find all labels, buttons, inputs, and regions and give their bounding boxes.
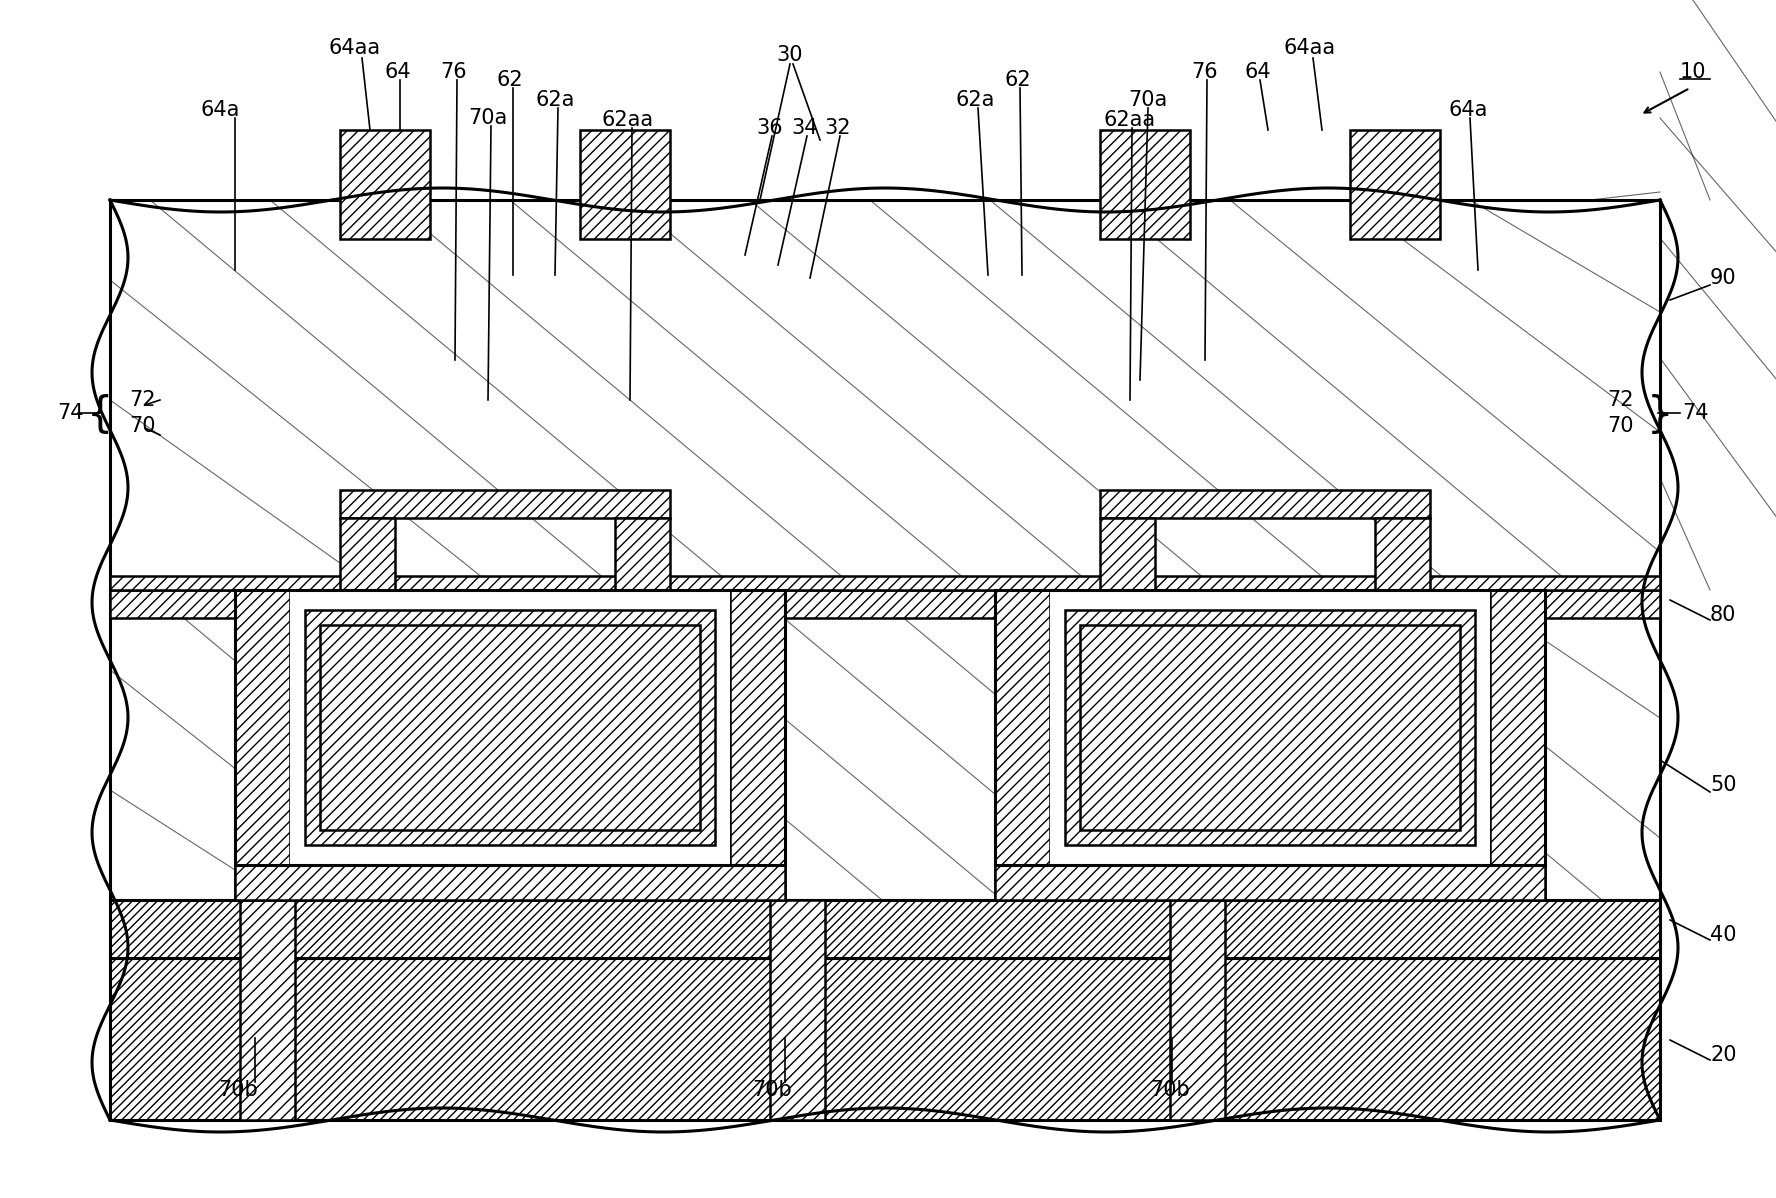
Text: 70b: 70b bbox=[1151, 1081, 1190, 1100]
Bar bbox=[614, 518, 670, 589]
Text: 64a: 64a bbox=[1447, 99, 1488, 120]
Text: 70: 70 bbox=[1607, 416, 1634, 436]
Bar bbox=[771, 900, 826, 1120]
Bar bbox=[110, 589, 1661, 900]
Bar bbox=[289, 589, 730, 865]
Bar bbox=[240, 900, 295, 1120]
Text: 10: 10 bbox=[1680, 62, 1707, 81]
Bar bbox=[995, 589, 1050, 900]
Bar bbox=[1375, 518, 1430, 589]
Bar bbox=[1350, 131, 1440, 238]
Text: 62: 62 bbox=[497, 69, 524, 90]
Bar bbox=[339, 518, 394, 589]
Bar bbox=[110, 200, 1661, 589]
Text: 36: 36 bbox=[757, 117, 783, 138]
Bar bbox=[110, 900, 1661, 958]
Text: 34: 34 bbox=[792, 117, 819, 138]
Text: }: } bbox=[1646, 394, 1673, 436]
Text: 62a: 62a bbox=[955, 90, 995, 110]
Text: 64a: 64a bbox=[201, 99, 240, 120]
Text: 62aa: 62aa bbox=[602, 110, 654, 131]
Bar bbox=[1490, 589, 1545, 900]
Text: 74: 74 bbox=[1682, 403, 1709, 423]
Bar bbox=[305, 610, 716, 845]
Text: 76: 76 bbox=[1192, 62, 1218, 81]
Text: 74: 74 bbox=[57, 403, 83, 423]
Text: 62aa: 62aa bbox=[1105, 110, 1156, 131]
Bar bbox=[320, 625, 700, 830]
Bar bbox=[785, 589, 995, 618]
Bar bbox=[1080, 625, 1460, 830]
Text: 64: 64 bbox=[385, 62, 412, 81]
Text: 64aa: 64aa bbox=[329, 38, 382, 58]
Bar bbox=[110, 958, 1661, 1120]
Bar bbox=[1545, 589, 1661, 618]
Text: 32: 32 bbox=[824, 117, 851, 138]
Text: 64: 64 bbox=[1245, 62, 1272, 81]
Text: 70b: 70b bbox=[751, 1081, 792, 1100]
Bar bbox=[1066, 610, 1476, 845]
Bar bbox=[1050, 589, 1490, 865]
Bar bbox=[234, 865, 785, 900]
Text: 90: 90 bbox=[1710, 268, 1737, 288]
Text: 64aa: 64aa bbox=[1284, 38, 1336, 58]
Text: 62a: 62a bbox=[535, 90, 575, 110]
Bar bbox=[730, 589, 785, 900]
Text: 40: 40 bbox=[1710, 925, 1737, 945]
Text: 72: 72 bbox=[1607, 391, 1634, 410]
Text: 70b: 70b bbox=[218, 1081, 258, 1100]
Bar bbox=[110, 589, 234, 618]
Text: 70a: 70a bbox=[1128, 90, 1167, 110]
Text: 50: 50 bbox=[1710, 775, 1737, 795]
Text: 80: 80 bbox=[1710, 605, 1737, 625]
Text: 76: 76 bbox=[440, 62, 467, 81]
Text: 70: 70 bbox=[128, 416, 155, 436]
Bar bbox=[110, 576, 1661, 589]
Bar bbox=[339, 490, 670, 518]
Text: 70a: 70a bbox=[469, 108, 508, 128]
Bar bbox=[581, 131, 670, 238]
Text: 72: 72 bbox=[128, 391, 155, 410]
Bar bbox=[1170, 900, 1225, 1120]
Bar bbox=[339, 131, 430, 238]
Bar bbox=[234, 589, 289, 900]
Bar bbox=[1099, 518, 1154, 589]
Bar bbox=[1099, 131, 1190, 238]
Text: 30: 30 bbox=[776, 46, 803, 65]
Bar bbox=[995, 865, 1545, 900]
Bar bbox=[1099, 490, 1430, 518]
Text: 20: 20 bbox=[1710, 1045, 1737, 1065]
Text: {: { bbox=[87, 394, 114, 436]
Text: 62: 62 bbox=[1005, 69, 1032, 90]
